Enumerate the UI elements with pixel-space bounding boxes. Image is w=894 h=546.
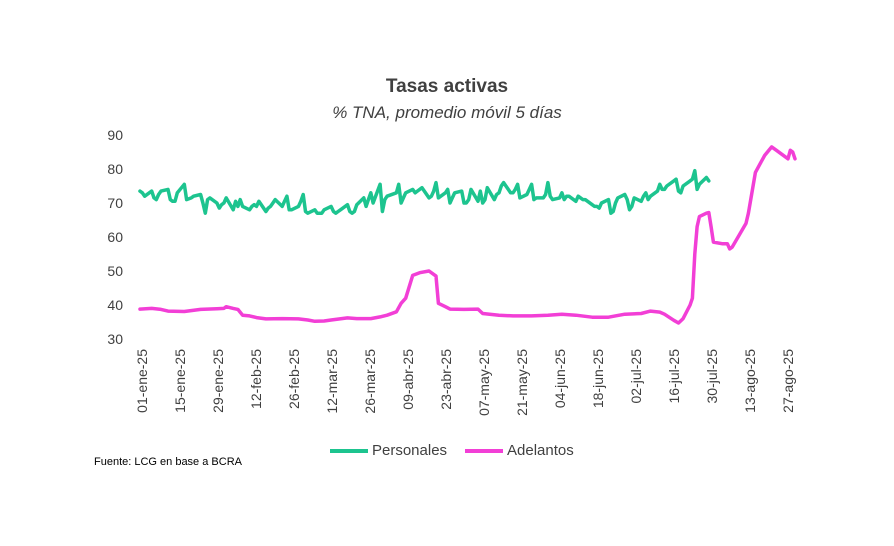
x-tick-label: 01-ene-25	[134, 349, 150, 413]
y-tick-label: 90	[107, 127, 123, 143]
y-axis-ticks: 30 40 50 60 70 80 90	[107, 127, 123, 347]
series-line-personales	[138, 168, 711, 215]
source-note: Fuente: LCG en base a BCRA	[94, 456, 242, 468]
x-tick-label: 16-jul-25	[666, 349, 682, 404]
chart-title: Tasas activas	[385, 76, 509, 97]
y-tick-label: 60	[107, 229, 123, 245]
x-tick-label: 02-jul-25	[628, 349, 644, 404]
x-tick-label: 13-ago-25	[742, 349, 758, 413]
x-tick-label: 12-feb-25	[248, 349, 264, 409]
y-tick-label: 70	[107, 195, 123, 211]
x-tick-label: 12-mar-25	[324, 349, 340, 414]
x-tick-label: 07-may-25	[476, 349, 492, 416]
legend-label-personales: Personales	[372, 442, 448, 459]
x-tick-label: 30-jul-25	[704, 349, 720, 404]
x-tick-label: 15-ene-25	[172, 349, 188, 413]
x-axis-ticks: 01-ene-25 15-ene-25 29-ene-25 12-feb-25 26-f…	[134, 349, 796, 416]
legend-item-personales: Personales	[330, 442, 447, 459]
y-tick-label: 40	[107, 297, 123, 313]
x-tick-label: 09-abr-25	[400, 349, 416, 410]
x-tick-label: 04-jun-25	[552, 349, 568, 408]
legend-item-adelantos: Adelantos	[465, 442, 574, 459]
x-tick-label: 21-may-25	[514, 349, 530, 416]
x-tick-label: 27-ago-25	[780, 349, 796, 413]
x-tick-label: 18-jun-25	[590, 349, 606, 408]
chart-subtitle: % TNA, promedio móvil 5 días	[332, 103, 562, 122]
y-tick-label: 80	[107, 161, 123, 177]
legend-swatch-adelantos	[465, 448, 503, 453]
x-tick-label: 23-abr-25	[438, 349, 454, 410]
series-lines	[138, 145, 797, 325]
series-line-adelantos	[138, 145, 797, 325]
legend-swatch-personales	[330, 448, 368, 453]
x-tick-label: 29-ene-25	[210, 349, 226, 413]
x-tick-label: 26-mar-25	[362, 349, 378, 414]
y-tick-label: 30	[107, 331, 123, 347]
legend: Personales Adelantos	[0, 442, 894, 462]
y-tick-label: 50	[107, 263, 123, 279]
legend-label-adelantos: Adelantos	[507, 442, 574, 459]
x-tick-label: 26-feb-25	[286, 349, 302, 409]
